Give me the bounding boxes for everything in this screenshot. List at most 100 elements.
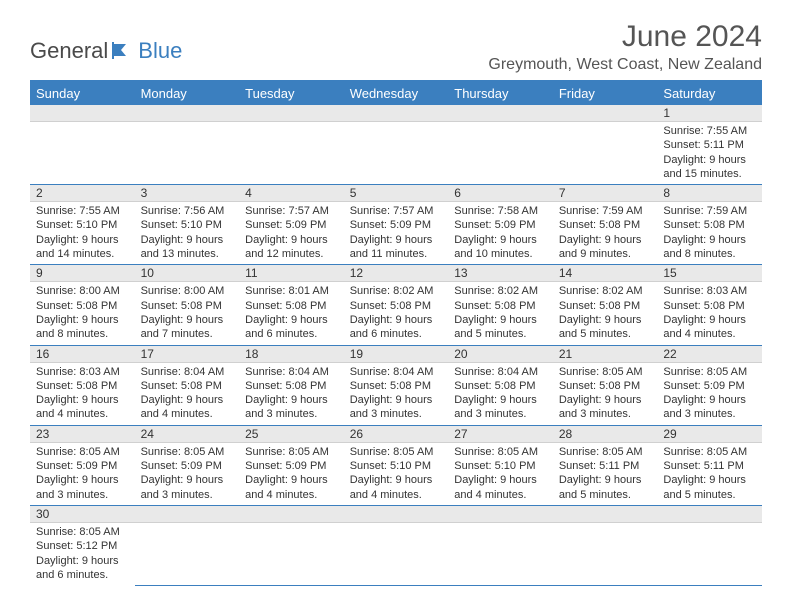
day-number: 22 — [657, 346, 762, 363]
calendar-day-cell: 12Sunrise: 8:02 AMSunset: 5:08 PMDayligh… — [344, 265, 449, 345]
daylight-line: Daylight: 9 hours and 10 minutes. — [454, 233, 547, 262]
calendar-empty-cell — [448, 505, 553, 585]
sunset-line: Sunset: 5:08 PM — [559, 218, 652, 232]
sunrise-line: Sunrise: 7:59 AM — [559, 204, 652, 218]
day-details: Sunrise: 8:03 AMSunset: 5:08 PMDaylight:… — [657, 282, 762, 344]
sunrise-line: Sunrise: 8:05 AM — [141, 445, 234, 459]
daylight-line: Daylight: 9 hours and 6 minutes. — [350, 313, 443, 342]
day-details: Sunrise: 8:05 AMSunset: 5:10 PMDaylight:… — [448, 443, 553, 505]
day-details: Sunrise: 7:55 AMSunset: 5:10 PMDaylight:… — [30, 202, 135, 264]
day-details: Sunrise: 7:55 AMSunset: 5:11 PMDaylight:… — [657, 122, 762, 184]
weekday-header: Monday — [135, 82, 240, 105]
month-title: June 2024 — [488, 20, 762, 54]
day-details: Sunrise: 8:05 AMSunset: 5:11 PMDaylight:… — [553, 443, 658, 505]
daylight-line: Daylight: 9 hours and 4 minutes. — [36, 393, 129, 422]
calendar-day-cell: 20Sunrise: 8:04 AMSunset: 5:08 PMDayligh… — [448, 345, 553, 425]
empty-day-strip — [239, 506, 344, 523]
day-details: Sunrise: 8:03 AMSunset: 5:08 PMDaylight:… — [30, 363, 135, 425]
sunrise-line: Sunrise: 8:02 AM — [559, 284, 652, 298]
title-block: June 2024 Greymouth, West Coast, New Zea… — [488, 20, 762, 74]
calendar-day-cell: 1Sunrise: 7:55 AMSunset: 5:11 PMDaylight… — [657, 105, 762, 185]
calendar-day-cell: 6Sunrise: 7:58 AMSunset: 5:09 PMDaylight… — [448, 185, 553, 265]
sunrise-line: Sunrise: 8:03 AM — [36, 365, 129, 379]
sunset-line: Sunset: 5:08 PM — [559, 299, 652, 313]
calendar-day-cell: 30Sunrise: 8:05 AMSunset: 5:12 PMDayligh… — [30, 505, 135, 585]
calendar-day-cell: 19Sunrise: 8:04 AMSunset: 5:08 PMDayligh… — [344, 345, 449, 425]
calendar-table: SundayMondayTuesdayWednesdayThursdayFrid… — [30, 82, 762, 586]
day-details: Sunrise: 8:04 AMSunset: 5:08 PMDaylight:… — [135, 363, 240, 425]
sunset-line: Sunset: 5:09 PM — [36, 459, 129, 473]
calendar-day-cell: 17Sunrise: 8:04 AMSunset: 5:08 PMDayligh… — [135, 345, 240, 425]
calendar-week-row: 2Sunrise: 7:55 AMSunset: 5:10 PMDaylight… — [30, 185, 762, 265]
daylight-line: Daylight: 9 hours and 6 minutes. — [245, 313, 338, 342]
calendar-empty-cell — [553, 505, 658, 585]
weekday-header: Saturday — [657, 82, 762, 105]
day-number: 7 — [553, 185, 658, 202]
sunrise-line: Sunrise: 7:55 AM — [663, 124, 756, 138]
daylight-line: Daylight: 9 hours and 5 minutes. — [454, 313, 547, 342]
sunrise-line: Sunrise: 8:05 AM — [36, 525, 129, 539]
sunrise-line: Sunrise: 8:05 AM — [36, 445, 129, 459]
empty-day-strip — [448, 506, 553, 523]
day-number: 6 — [448, 185, 553, 202]
empty-day-strip — [553, 105, 658, 122]
day-number: 13 — [448, 265, 553, 282]
day-number: 15 — [657, 265, 762, 282]
daylight-line: Daylight: 9 hours and 3 minutes. — [36, 473, 129, 502]
day-number: 24 — [135, 426, 240, 443]
day-number: 4 — [239, 185, 344, 202]
daylight-line: Daylight: 9 hours and 7 minutes. — [141, 313, 234, 342]
calendar-week-row: 16Sunrise: 8:03 AMSunset: 5:08 PMDayligh… — [30, 345, 762, 425]
empty-day-strip — [239, 105, 344, 122]
day-number: 16 — [30, 346, 135, 363]
day-number: 30 — [30, 506, 135, 523]
day-number: 17 — [135, 346, 240, 363]
empty-day-strip — [657, 506, 762, 523]
calendar-day-cell: 3Sunrise: 7:56 AMSunset: 5:10 PMDaylight… — [135, 185, 240, 265]
day-number: 9 — [30, 265, 135, 282]
empty-day-strip — [30, 105, 135, 122]
day-details: Sunrise: 8:05 AMSunset: 5:09 PMDaylight:… — [657, 363, 762, 425]
day-number: 5 — [344, 185, 449, 202]
day-details: Sunrise: 8:02 AMSunset: 5:08 PMDaylight:… — [448, 282, 553, 344]
daylight-line: Daylight: 9 hours and 3 minutes. — [350, 393, 443, 422]
empty-day-strip — [344, 506, 449, 523]
sunrise-line: Sunrise: 7:55 AM — [36, 204, 129, 218]
weekday-header-row: SundayMondayTuesdayWednesdayThursdayFrid… — [30, 82, 762, 105]
calendar-empty-cell — [344, 105, 449, 185]
daylight-line: Daylight: 9 hours and 14 minutes. — [36, 233, 129, 262]
calendar-day-cell: 13Sunrise: 8:02 AMSunset: 5:08 PMDayligh… — [448, 265, 553, 345]
weekday-header: Friday — [553, 82, 658, 105]
daylight-line: Daylight: 9 hours and 6 minutes. — [36, 554, 129, 583]
sunset-line: Sunset: 5:08 PM — [245, 299, 338, 313]
day-details: Sunrise: 8:04 AMSunset: 5:08 PMDaylight:… — [239, 363, 344, 425]
calendar-empty-cell — [30, 105, 135, 185]
calendar-day-cell: 10Sunrise: 8:00 AMSunset: 5:08 PMDayligh… — [135, 265, 240, 345]
sunset-line: Sunset: 5:10 PM — [350, 459, 443, 473]
daylight-line: Daylight: 9 hours and 3 minutes. — [245, 393, 338, 422]
sunrise-line: Sunrise: 8:05 AM — [559, 445, 652, 459]
sunrise-line: Sunrise: 8:04 AM — [245, 365, 338, 379]
day-details: Sunrise: 8:05 AMSunset: 5:09 PMDaylight:… — [135, 443, 240, 505]
day-details: Sunrise: 8:05 AMSunset: 5:09 PMDaylight:… — [239, 443, 344, 505]
day-number: 28 — [553, 426, 658, 443]
flag-icon — [112, 41, 134, 62]
sunrise-line: Sunrise: 8:00 AM — [36, 284, 129, 298]
calendar-day-cell: 16Sunrise: 8:03 AMSunset: 5:08 PMDayligh… — [30, 345, 135, 425]
calendar-week-row: 23Sunrise: 8:05 AMSunset: 5:09 PMDayligh… — [30, 425, 762, 505]
sunrise-line: Sunrise: 7:56 AM — [141, 204, 234, 218]
sunset-line: Sunset: 5:09 PM — [141, 459, 234, 473]
calendar-day-cell: 23Sunrise: 8:05 AMSunset: 5:09 PMDayligh… — [30, 425, 135, 505]
calendar-empty-cell — [239, 505, 344, 585]
weekday-header: Thursday — [448, 82, 553, 105]
sunrise-line: Sunrise: 8:01 AM — [245, 284, 338, 298]
calendar-week-row: 9Sunrise: 8:00 AMSunset: 5:08 PMDaylight… — [30, 265, 762, 345]
sunset-line: Sunset: 5:08 PM — [663, 299, 756, 313]
day-number: 11 — [239, 265, 344, 282]
day-details: Sunrise: 8:00 AMSunset: 5:08 PMDaylight:… — [30, 282, 135, 344]
day-details: Sunrise: 7:59 AMSunset: 5:08 PMDaylight:… — [553, 202, 658, 264]
sunset-line: Sunset: 5:11 PM — [559, 459, 652, 473]
day-number: 29 — [657, 426, 762, 443]
day-number: 2 — [30, 185, 135, 202]
weekday-header: Wednesday — [344, 82, 449, 105]
